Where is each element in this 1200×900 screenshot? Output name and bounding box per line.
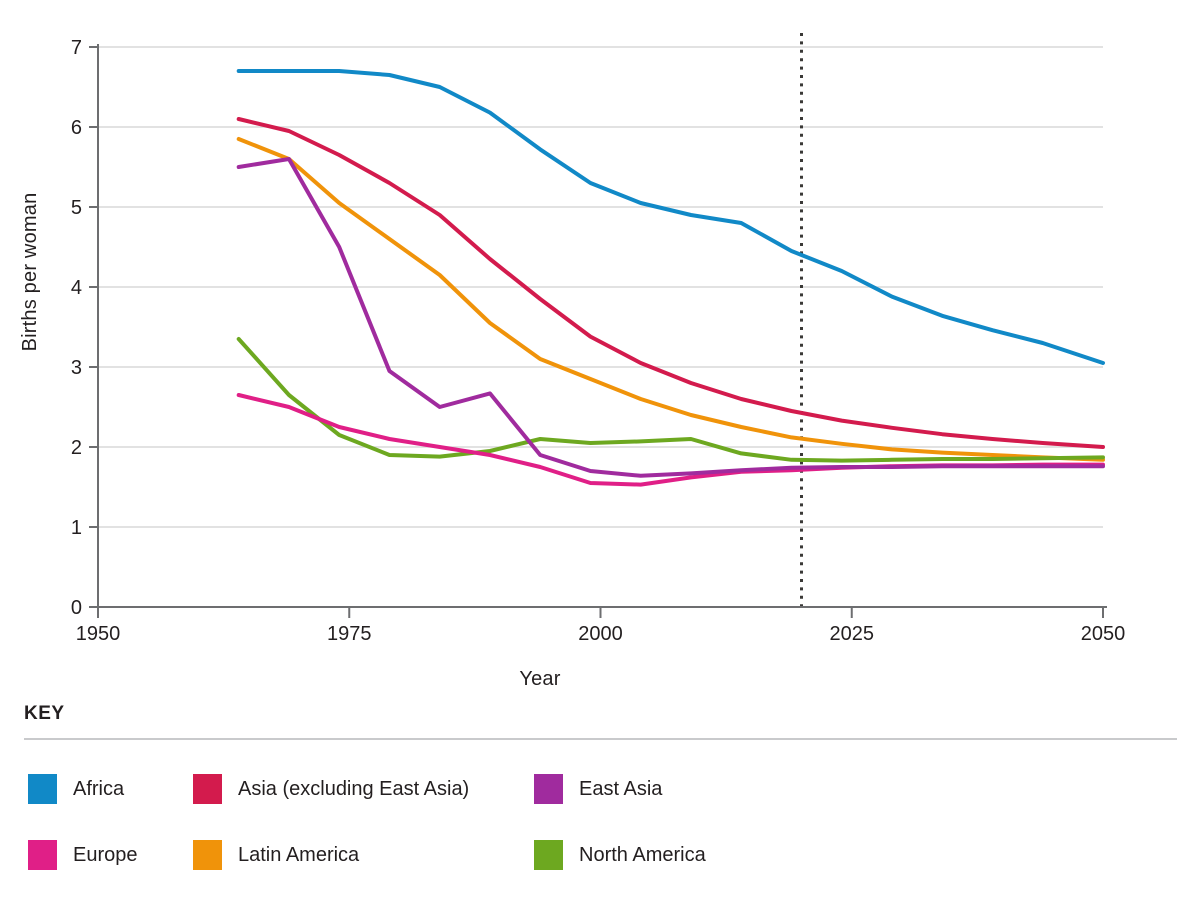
legend-swatch [193, 840, 222, 870]
legend-label: Africa [73, 777, 125, 800]
fertility-line-chart: 0 1 2 3 4 5 6 7 1950 1975 2000 2025 2050 Births per … [19, 33, 1126, 690]
x-tick-label: 2000 [578, 623, 623, 645]
legend-item-north-america: North America [534, 839, 706, 871]
series-line-asia-excluding-east-asia [236, 117, 1105, 449]
key-title: KEY [24, 703, 65, 724]
legend-label: East Asia [579, 777, 663, 800]
legend-item-europe: Europe [28, 839, 138, 871]
x-tick-label: 2050 [1081, 623, 1126, 645]
x-tick-label: 1975 [327, 623, 372, 645]
x-tick-label: 1950 [76, 623, 121, 645]
series-line-north-america [236, 337, 1105, 463]
legend-swatch [28, 840, 57, 870]
legend-item-asia-excluding-east-asia: Asia (excluding East Asia) [193, 773, 469, 805]
legend-item-east-asia: East Asia [534, 773, 662, 805]
legend-label: North America [579, 843, 706, 866]
y-tick-label: 0 [71, 597, 82, 619]
series-line-africa [236, 69, 1105, 365]
y-tick-label: 5 [71, 197, 82, 219]
legend-item-latin-america: Latin America [193, 839, 359, 871]
legend-label: Asia (excluding East Asia) [238, 777, 470, 800]
y-tick-label: 6 [71, 117, 82, 139]
series-line-latin-america [236, 137, 1105, 462]
y-tick-label: 7 [71, 37, 82, 59]
x-axis-title: Year [519, 668, 560, 690]
legend-swatch [534, 840, 563, 870]
y-tick-label: 4 [71, 277, 82, 299]
x-tick-label: 2025 [830, 623, 875, 645]
legend-label: Latin America [238, 843, 360, 866]
y-tick-label: 1 [71, 517, 82, 539]
series-line-east-asia [236, 157, 1105, 478]
y-tick-label: 2 [71, 437, 82, 459]
legend-swatch [193, 774, 222, 804]
key-divider [24, 738, 1177, 740]
legend-item-africa: Africa [28, 773, 124, 805]
legend-swatch [28, 774, 57, 804]
legend-swatch [534, 774, 563, 804]
legend-label: Europe [73, 843, 138, 866]
y-tick-label: 3 [71, 357, 82, 379]
y-axis-title: Births per woman [19, 193, 41, 352]
